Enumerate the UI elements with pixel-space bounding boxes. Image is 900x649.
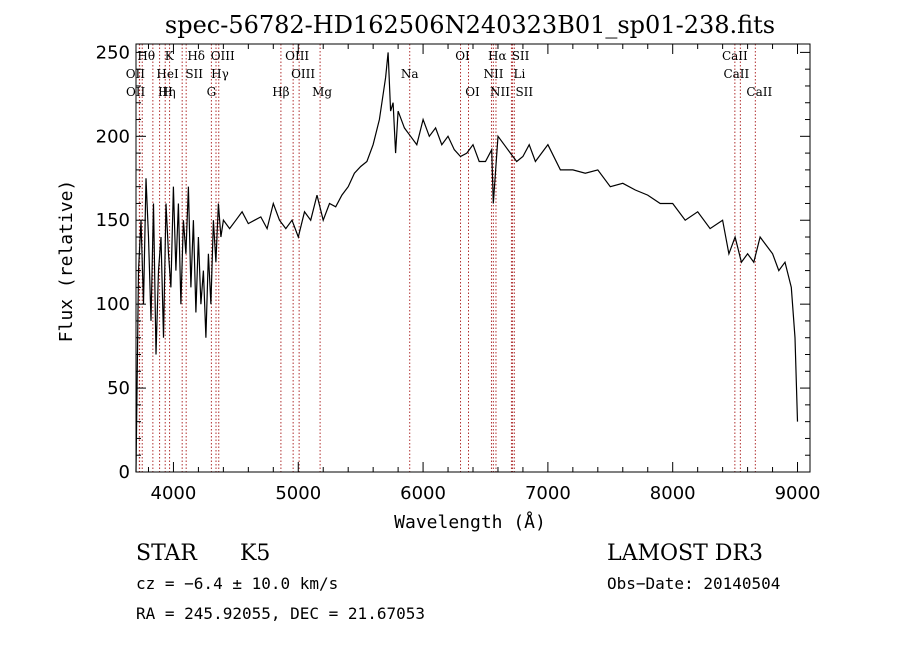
plot-frame <box>135 43 811 473</box>
line-label: SII <box>512 49 530 63</box>
line-label: Li <box>514 67 526 81</box>
x-tick-label: 4000 <box>151 483 197 504</box>
y-tick-label: 100 <box>96 294 130 315</box>
line-label: CaII <box>723 67 749 81</box>
line-label: Na <box>401 67 419 81</box>
object-type: STAR <box>136 541 198 566</box>
cz-value: cz = −6.4 ± 10.0 km/s <box>136 574 338 593</box>
line-label: OI <box>455 49 470 63</box>
line-label: G <box>207 85 217 99</box>
line-label: HeI <box>156 67 179 81</box>
x-axis-ticks: 4000 5000 6000 7000 8000 9000 <box>147 44 821 504</box>
line-label: Hγ <box>211 67 229 81</box>
y-axis-ticks: 0 50 100 150 200 250 <box>96 42 810 483</box>
line-label: OIII <box>291 67 315 81</box>
line-label: H <box>162 85 172 99</box>
line-label: Mg <box>312 85 332 99</box>
y-tick-label: 150 <box>96 210 130 231</box>
spectrum-line <box>135 52 799 473</box>
line-label: Hα <box>488 49 507 63</box>
obs-date: Obs−Date: 20140504 <box>607 574 780 593</box>
line-label: OIII <box>211 49 235 63</box>
line-label: Hη <box>158 85 176 99</box>
line-label: SII <box>185 67 203 81</box>
y-tick-label: 50 <box>107 378 130 399</box>
x-tick-label: 8000 <box>650 483 696 504</box>
line-label: SII <box>515 85 533 99</box>
line-label: Hθ <box>137 49 155 63</box>
line-label: NII <box>483 67 503 81</box>
y-tick-label: 250 <box>96 42 130 63</box>
y-axis-label: Flux (relative) <box>56 180 77 343</box>
x-axis-label: Wavelength (Å) <box>394 511 546 533</box>
x-tick-label: 6000 <box>400 483 446 504</box>
ra-dec: RA = 245.92055, DEC = 21.67053 <box>136 604 425 623</box>
y-tick-label: 200 <box>96 126 130 147</box>
line-label: K <box>165 49 175 63</box>
line-label: OI <box>465 85 480 99</box>
chart-title: spec-56782-HD162506N240323B01_sp01-238.f… <box>165 11 775 39</box>
line-label: Hβ <box>272 85 289 99</box>
x-tick-label: 9000 <box>775 483 821 504</box>
y-tick-label: 0 <box>119 462 130 483</box>
subclass: K5 <box>240 541 270 566</box>
line-label: CaII <box>722 49 748 63</box>
survey-name: LAMOST DR3 <box>607 541 763 566</box>
line-label: CaII <box>746 85 772 99</box>
x-tick-label: 5000 <box>275 483 321 504</box>
line-label: Hδ <box>187 49 205 63</box>
line-label: OII <box>126 67 146 81</box>
x-tick-label: 7000 <box>525 483 571 504</box>
emission-line-markers <box>138 44 756 472</box>
line-label: OIII <box>285 49 309 63</box>
line-label: NII <box>490 85 510 99</box>
